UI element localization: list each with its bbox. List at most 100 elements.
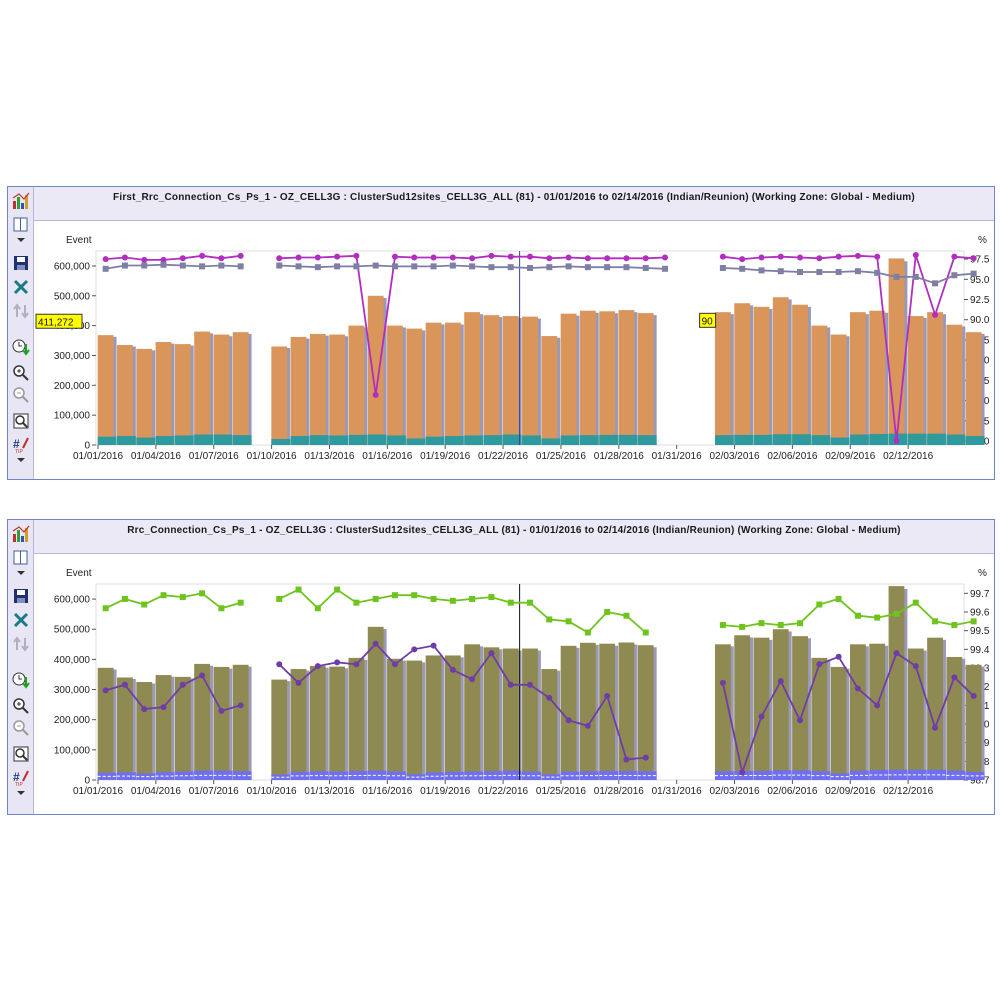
chart-type-icon[interactable] xyxy=(10,524,31,543)
dropdown-arrow-icon[interactable] xyxy=(10,568,31,578)
zoom-in-icon[interactable] xyxy=(10,363,31,382)
bar-base xyxy=(213,434,233,445)
bar-base xyxy=(194,434,213,445)
x-tick-label: 01/10/2016 xyxy=(247,451,297,462)
bar xyxy=(97,335,114,445)
sort-icon[interactable] xyxy=(10,634,31,653)
dropdown-arrow-icon[interactable] xyxy=(10,455,31,465)
bar xyxy=(830,666,847,780)
zoom-out-icon[interactable] xyxy=(10,385,31,404)
save-icon[interactable] xyxy=(10,253,31,272)
x-tick-label: 01/31/2016 xyxy=(652,786,702,797)
chart-type-icon[interactable] xyxy=(10,191,31,210)
dropdown-arrow-icon[interactable] xyxy=(10,788,31,798)
bar-base xyxy=(579,435,599,445)
bar-base xyxy=(811,771,831,780)
series-point xyxy=(719,679,726,686)
series-point xyxy=(642,754,649,761)
y-left-tick-label: 300,000 xyxy=(54,685,91,696)
bar xyxy=(541,336,558,445)
bar xyxy=(927,312,943,445)
bar-base xyxy=(714,771,734,780)
x-tick-label: 02/09/2016 xyxy=(825,786,875,797)
time-refresh-icon[interactable] xyxy=(10,337,31,356)
series-line xyxy=(105,263,241,270)
bar xyxy=(483,315,500,445)
series-point xyxy=(584,255,591,262)
series-point xyxy=(199,672,206,679)
bar-base xyxy=(869,433,889,445)
series-point xyxy=(411,254,418,261)
series-line xyxy=(722,597,974,628)
series-point xyxy=(160,592,167,599)
chart-plot-area[interactable]: Event%0100,000200,000300,000400,000500,0… xyxy=(34,554,992,812)
x-tick-label: 01/19/2016 xyxy=(420,786,470,797)
series-point xyxy=(449,597,456,604)
bar-base xyxy=(830,773,850,780)
bar xyxy=(290,336,307,445)
bar xyxy=(155,675,172,780)
bar-base xyxy=(425,436,445,445)
bar xyxy=(367,626,384,780)
series-point xyxy=(295,254,302,261)
layout-icon[interactable] xyxy=(10,548,31,567)
bar-base xyxy=(117,436,136,445)
chart-panel-first-rrc: # TIP First_Rrc_Connection_Cs_Ps_1 - OZ_C… xyxy=(7,186,995,480)
bar xyxy=(772,297,789,445)
series-point xyxy=(970,270,977,277)
y-right-tick-label: 90.0 xyxy=(970,315,990,326)
bar-base xyxy=(850,434,869,445)
series-point xyxy=(237,599,244,606)
tip-icon[interactable]: # TIP xyxy=(10,768,31,787)
excel-export-icon[interactable] xyxy=(10,610,31,629)
bar xyxy=(637,313,654,445)
dropdown-arrow-icon[interactable] xyxy=(10,235,31,245)
chart-plot-area[interactable]: Event%0100,000200,000300,000400,000500,0… xyxy=(34,221,992,477)
x-tick-label: 01/10/2016 xyxy=(247,786,297,797)
bar-base xyxy=(753,434,773,445)
series-point xyxy=(816,601,823,608)
bar-base xyxy=(155,772,175,780)
series-point xyxy=(179,681,186,688)
bar-base xyxy=(772,434,792,445)
bar-base xyxy=(637,435,657,445)
zoom-fit-icon[interactable] xyxy=(10,744,31,763)
series-point xyxy=(218,262,225,269)
excel-export-icon[interactable] xyxy=(10,277,31,296)
bar-base xyxy=(464,435,484,445)
bar xyxy=(965,664,982,780)
bar xyxy=(850,312,866,445)
series-point xyxy=(854,612,861,619)
bar-base xyxy=(560,435,580,445)
series-point xyxy=(276,262,283,269)
series-point xyxy=(507,253,514,260)
x-tick-label: 01/13/2016 xyxy=(304,786,354,797)
series-point xyxy=(102,256,109,263)
y-left-tick-label: 300,000 xyxy=(54,351,91,362)
zoom-in-icon[interactable] xyxy=(10,696,31,715)
series-line xyxy=(105,592,241,610)
bar xyxy=(232,332,249,445)
time-refresh-icon[interactable] xyxy=(10,670,31,689)
bar xyxy=(946,324,963,445)
bar xyxy=(927,637,943,780)
bar-base xyxy=(772,770,792,780)
series-point xyxy=(430,263,437,270)
y-left-tick-label: 600,000 xyxy=(54,595,91,606)
zoom-out-icon[interactable] xyxy=(10,718,31,737)
sort-icon[interactable] xyxy=(10,301,31,320)
bar-base xyxy=(541,438,561,445)
chart-title: Rrc_Connection_Cs_Ps_1 - OZ_CELL3G : Clu… xyxy=(127,525,901,536)
layout-icon[interactable] xyxy=(10,215,31,234)
bar xyxy=(136,682,153,780)
bar-base xyxy=(907,433,927,445)
bar xyxy=(464,312,481,445)
series-point xyxy=(912,252,919,259)
save-icon[interactable] xyxy=(10,586,31,605)
x-tick-label: 01/22/2016 xyxy=(478,786,528,797)
bar xyxy=(772,629,789,780)
bar-base xyxy=(792,770,811,780)
bar xyxy=(232,664,249,780)
tip-icon[interactable]: # TIP xyxy=(10,435,31,454)
zoom-fit-icon[interactable] xyxy=(10,411,31,430)
